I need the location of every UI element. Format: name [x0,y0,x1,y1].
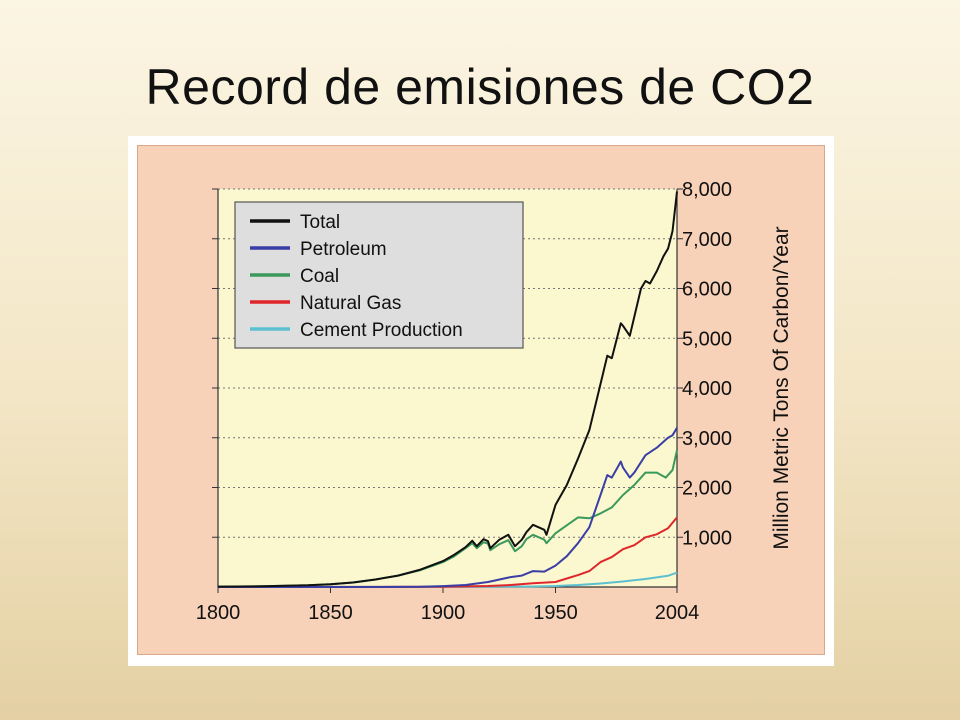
x-tick-label: 1850 [308,602,353,624]
legend-label-total: Total [300,212,340,233]
y-tick-label: 6,000 [682,279,732,301]
y-tick-label: 2,000 [682,478,732,500]
y-tick-label: 8,000 [682,179,732,201]
series-line-petroleum [218,427,678,588]
y-tick-label: 3,000 [682,428,732,450]
y-tick-label: 4,000 [682,378,732,400]
legend-label-cement-production: Cement Production [300,320,463,341]
series-line-natural-gas [217,516,678,588]
y-tick-label: 5,000 [682,328,732,350]
y-axis-label: Million Metric Tons Of Carbon/Year [770,226,793,549]
y-tick-label: 7,000 [682,229,732,251]
y-tick-label: 1,000 [682,527,732,549]
legend-label-petroleum: Petroleum [300,239,387,260]
series-line-cement-production [217,571,678,588]
x-tick-label: 1900 [421,602,466,624]
x-tick-label: 1950 [533,602,578,624]
emissions-line-chart: 1,000 2,000 3,000 4,000 5,000 6,000 7,000 8,000… [196,179,793,624]
legend-label-coal: Coal [300,266,339,287]
slide-title: Record de emisiones de CO2 [145,59,815,115]
x-tick-label: 2004 [655,602,700,624]
x-tick-label: 1800 [196,602,241,624]
legend-label-natural-gas: Natural Gas [300,293,401,314]
series-line-total [217,191,678,588]
